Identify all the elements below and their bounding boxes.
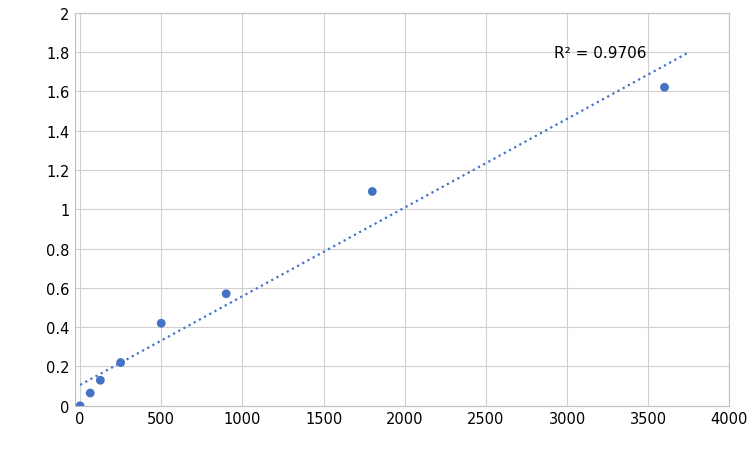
Text: R² = 0.9706: R² = 0.9706 xyxy=(554,46,647,60)
Point xyxy=(220,290,232,298)
Point xyxy=(366,189,378,196)
Point xyxy=(74,402,86,410)
Point xyxy=(94,377,106,384)
Point xyxy=(114,359,126,366)
Point xyxy=(659,84,671,92)
Point xyxy=(155,320,167,327)
Point xyxy=(84,390,96,397)
